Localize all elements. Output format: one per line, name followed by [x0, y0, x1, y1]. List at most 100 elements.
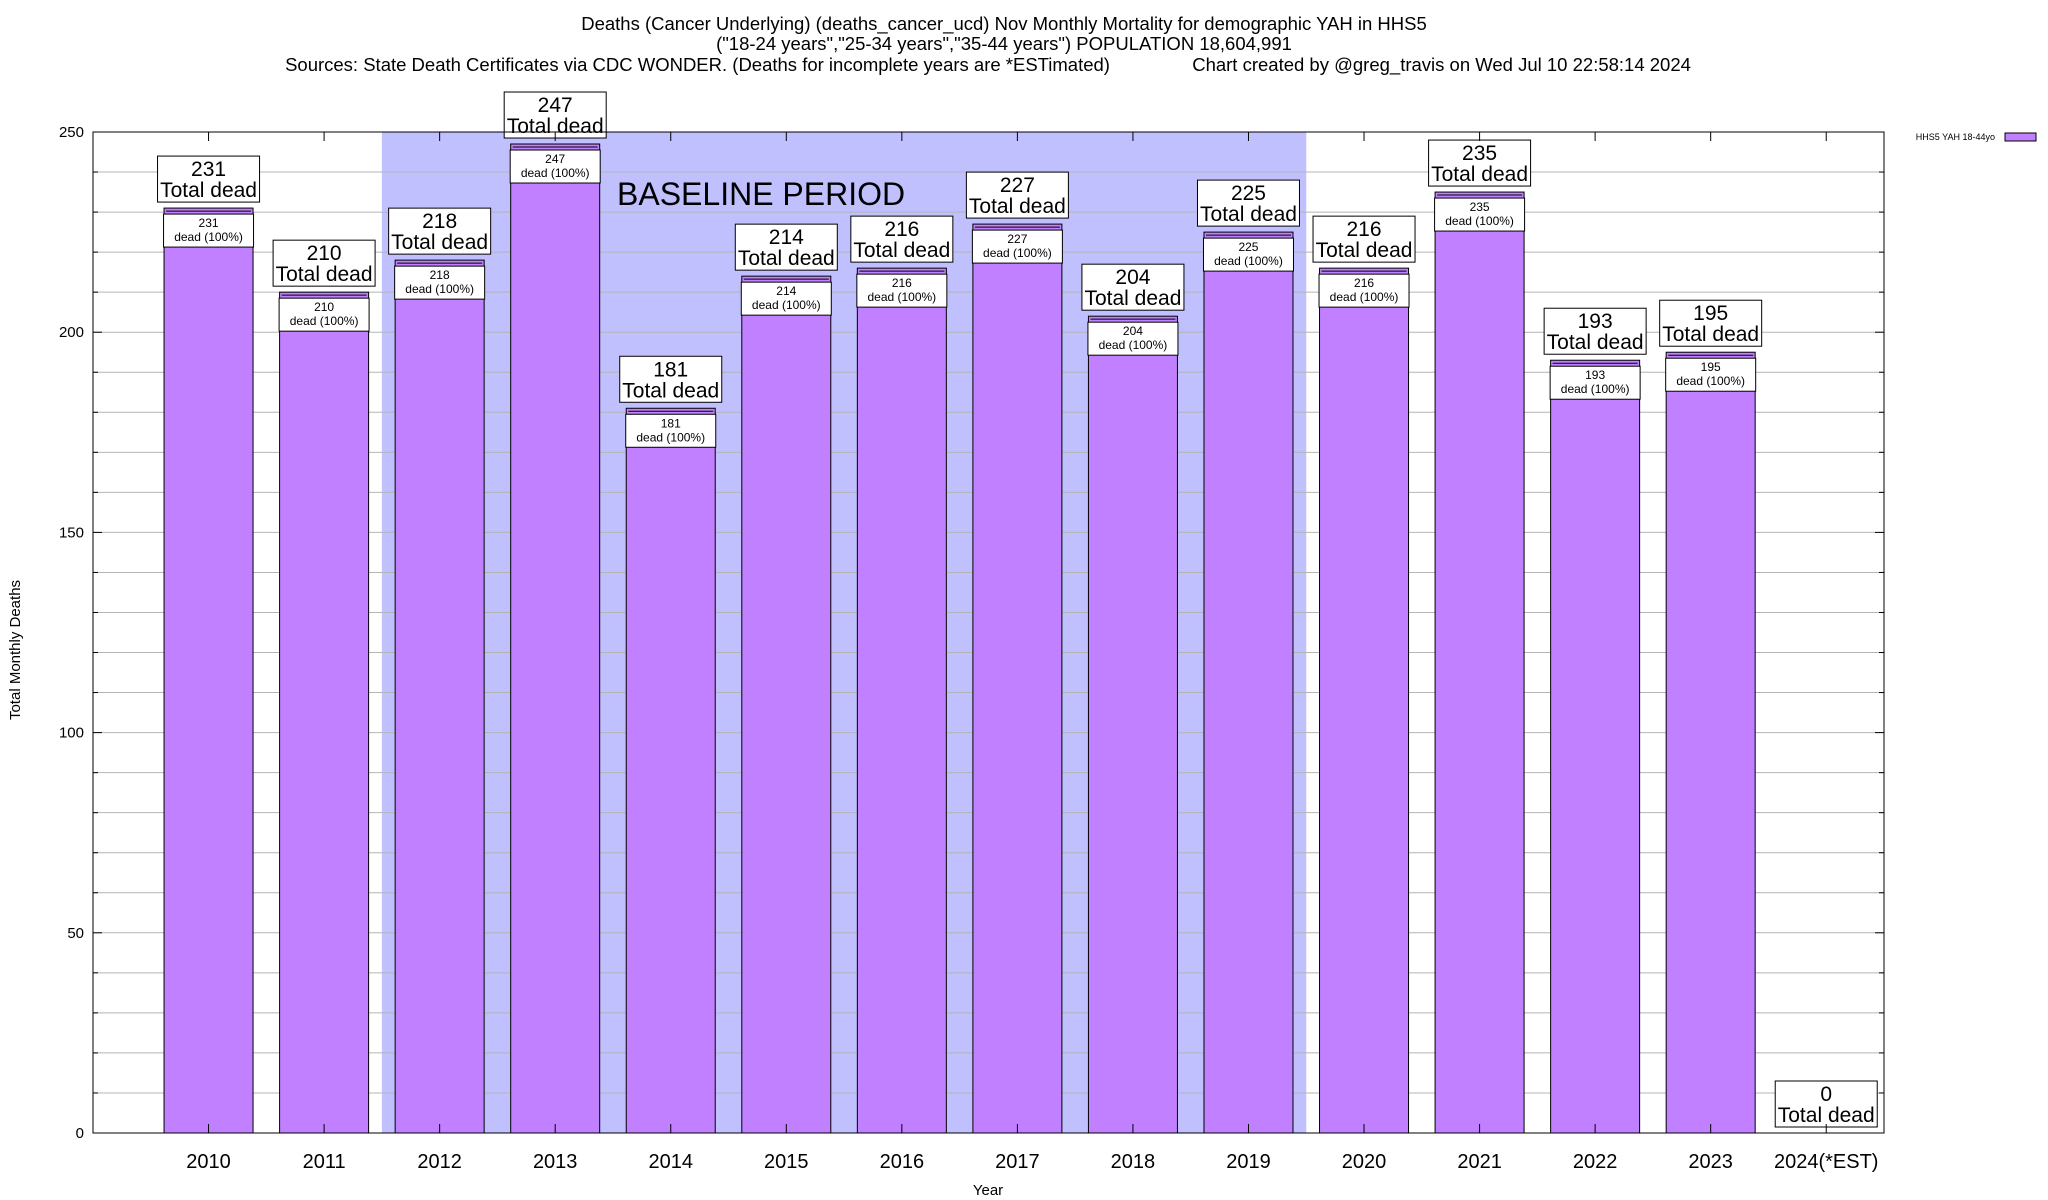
inner-label-box: [625, 413, 717, 448]
total-label-suffix: Total dead: [1778, 1104, 1875, 1127]
inner-label-box: [1202, 237, 1294, 272]
bar: [1319, 267, 1410, 1134]
total-label-value: 181: [653, 358, 688, 381]
total-label-value: 210: [307, 242, 342, 265]
inner-label-box: [1549, 365, 1641, 400]
x-tick-label: 2010: [186, 1151, 231, 1173]
inner-label-percent: dead (100%): [1099, 338, 1168, 352]
inner-label-box: [740, 281, 832, 316]
inner-label-percent: dead (100%): [867, 290, 936, 304]
y-axis-label: Total Monthly Deaths: [7, 580, 24, 720]
total-label-suffix: Total dead: [276, 263, 373, 286]
y-tick-label: 50: [67, 925, 84, 942]
inner-label-value: 210: [314, 300, 334, 314]
bar: [625, 407, 716, 1134]
y-tick-label: 150: [59, 524, 84, 541]
chart-title: Deaths (Cancer Underlying) (deaths_cance…: [285, 13, 1691, 76]
y-axis-ticks: 0 50 100 150 200 250: [59, 124, 84, 1142]
total-label-value: 247: [538, 94, 573, 117]
inner-label-box: [278, 297, 370, 332]
total-label-suffix: Total dead: [1662, 323, 1759, 346]
plot-frame: [92, 131, 1885, 1134]
x-tick-label: 2011: [303, 1151, 346, 1173]
inner-label-box: [1665, 357, 1757, 392]
total-label-box: [1312, 215, 1416, 263]
total-label-value: 214: [769, 226, 804, 249]
x-tick-label: 2022: [1573, 1151, 1618, 1173]
inner-label-value: 216: [892, 276, 912, 290]
total-label-box: [1543, 307, 1647, 355]
inner-label-percent: dead (100%): [521, 166, 590, 180]
total-label-suffix: Total dead: [160, 179, 257, 202]
x-tick-label: 2016: [880, 1151, 925, 1173]
bar: [741, 275, 832, 1134]
bar: [279, 291, 370, 1134]
inner-label-box: [394, 265, 486, 300]
inner-label-box: [856, 273, 948, 308]
bar: [856, 267, 947, 1134]
total-label-suffix: Total dead: [1084, 287, 1181, 310]
inner-label-box: [1087, 321, 1179, 356]
x-tick-label: 2024(*EST): [1774, 1151, 1879, 1173]
inner-label-percent: dead (100%): [1330, 290, 1399, 304]
title-line-3: Sources: State Death Certificates via CD…: [285, 54, 1691, 76]
inner-label-percent: dead (100%): [1214, 254, 1283, 268]
x-tick-label: 2019: [1226, 1151, 1271, 1173]
x-tick-label: 2018: [1111, 1151, 1156, 1173]
inner-label-value: 231: [199, 216, 219, 230]
total-label-suffix: Total dead: [853, 239, 950, 262]
inner-label-value: 195: [1701, 360, 1721, 374]
x-tick-label: 2021: [1457, 1151, 1502, 1173]
y-tick-label: 200: [59, 324, 84, 341]
legend: HHS5 YAH 18-44yo: [1916, 132, 2037, 142]
total-label-value: 231: [191, 158, 226, 181]
inner-label-percent: dead (100%): [174, 230, 243, 244]
total-label-value: 216: [884, 218, 919, 241]
bar: [972, 223, 1063, 1134]
total-label-suffix: Total dead: [969, 195, 1066, 218]
inner-label-percent: dead (100%): [405, 282, 474, 296]
total-label-suffix: Total dead: [1316, 239, 1413, 262]
x-tick-label: 2023: [1688, 1151, 1733, 1173]
y-tick-label: 0: [76, 1125, 84, 1142]
total-label-box: [1081, 263, 1185, 311]
inner-label-value: 247: [545, 152, 565, 166]
total-label-box: [1196, 179, 1300, 227]
y-tick-label: 250: [59, 124, 84, 141]
inner-label-percent: dead (100%): [1561, 382, 1630, 396]
inner-label-box: [971, 229, 1063, 264]
total-label-suffix: Total dead: [1431, 163, 1528, 186]
total-label-box: [619, 355, 723, 403]
bar: [1434, 191, 1525, 1134]
total-label-box: [965, 171, 1069, 219]
x-tick-label: 2015: [764, 1151, 809, 1173]
inner-label-value: 216: [1354, 276, 1374, 290]
inner-label-percent: dead (100%): [290, 314, 359, 328]
inner-label-value: 218: [430, 268, 450, 282]
inner-label-value: 204: [1123, 324, 1143, 338]
total-label-box: [1659, 299, 1763, 347]
inner-label-percent: dead (100%): [1676, 374, 1745, 388]
total-label-value: 227: [1000, 174, 1035, 197]
total-label-value: 218: [422, 210, 457, 233]
x-tick-label: 2013: [533, 1151, 578, 1173]
title-line-2: ("18-24 years","25-34 years","35-44 year…: [716, 33, 1292, 54]
total-label-value: 235: [1462, 142, 1497, 165]
total-label-box: [157, 155, 261, 203]
legend-label: HHS5 YAH 18-44yo: [1916, 132, 1995, 142]
inner-label-percent: dead (100%): [636, 430, 705, 444]
total-label-box: [272, 239, 376, 287]
total-label-value: 0: [1820, 1083, 1832, 1106]
inner-label-value: 227: [1007, 232, 1027, 246]
x-tick-label: 2014: [648, 1151, 693, 1173]
x-axis-ticks: 2010 2011 2012 2013 2014 2015 2016 2017 2018 2019…: [186, 132, 1878, 1173]
total-label-suffix: Total dead: [622, 379, 719, 402]
inner-label-value: 235: [1470, 200, 1490, 214]
inner-label-box: [1434, 197, 1526, 232]
bar: [163, 207, 254, 1134]
x-axis-label: Year: [973, 1182, 1003, 1199]
x-tick-label: 2012: [417, 1151, 462, 1173]
total-label-suffix: Total dead: [1200, 203, 1297, 226]
